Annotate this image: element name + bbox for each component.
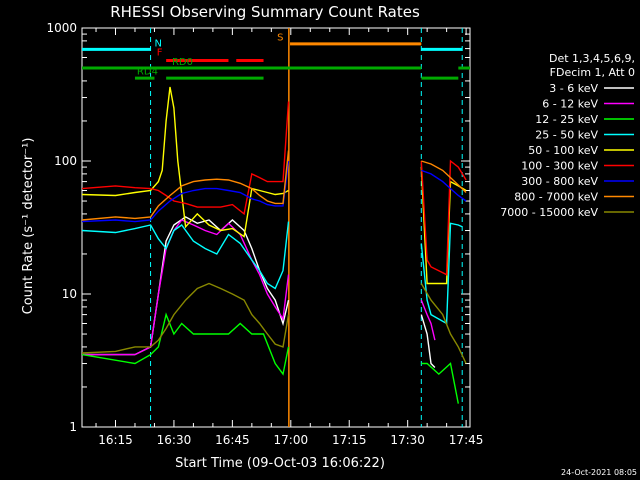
y-axis-label: Count Rate (s⁻¹ detector⁻¹) — [21, 138, 36, 315]
y-tick-label: 1000 — [46, 21, 77, 35]
legend-label: 3 - 6 keV — [549, 82, 598, 95]
legend-label: 50 - 100 keV — [528, 144, 598, 157]
plot-frame — [81, 27, 471, 428]
series-line-1 — [82, 219, 436, 356]
x-tick-label: 16:15 — [98, 433, 133, 447]
x-tick-label: 17:30 — [390, 433, 425, 447]
legend-header-line-1: Det 1,3,4,5,6,9, — [549, 52, 635, 65]
series-line-6 — [81, 160, 467, 223]
legend-label: 12 - 25 keV — [535, 113, 598, 126]
flag-label: S — [277, 32, 283, 43]
x-tick-label: 16:30 — [157, 433, 192, 447]
y-tick-label: 1 — [69, 420, 77, 434]
x-axis-label: Start Time (09-Oct-03 16:06:22) — [175, 456, 385, 471]
y-tick-label: 10 — [62, 287, 77, 301]
legend-label: 100 - 300 keV — [521, 160, 598, 173]
x-tick-label: 17:00 — [274, 433, 309, 447]
timestamp: 24-Oct-2021 08:05 — [561, 468, 637, 477]
series-line-7 — [81, 150, 467, 221]
flag-label: RD0 — [172, 57, 193, 68]
series-line-8 — [81, 282, 467, 364]
legend: 3 - 6 keV 6 - 12 keV 12 - 25 keV 25 - 50 ke… — [500, 82, 634, 219]
flag-label: F — [157, 48, 163, 59]
x-tick-label: 17:15 — [332, 433, 367, 447]
legend-label: 6 - 12 keV — [542, 98, 598, 111]
series-line-2 — [81, 312, 459, 404]
y-tick-label: 100 — [54, 154, 77, 168]
plot-area: 16:15 16:30 16:45 17:00 17:15 17:30 17:45 1 10 10… — [46, 21, 483, 447]
x-tick-label: 16:45 — [215, 433, 250, 447]
flag-label: RD4 — [137, 67, 158, 78]
legend-label: 300 - 800 keV — [521, 175, 598, 188]
x-tick-label: 17:45 — [449, 433, 484, 447]
legend-label: 7000 - 15000 keV — [500, 206, 598, 219]
legend-label: 25 - 50 keV — [535, 129, 598, 142]
series-line-5 — [81, 101, 467, 276]
legend-header-line-2: FDecim 1, Att 0 — [550, 66, 635, 79]
chart-title: RHESSI Observing Summary Count Rates — [110, 3, 420, 21]
legend-label: 800 - 7000 keV — [514, 191, 598, 204]
flag-label: N — [154, 39, 161, 50]
